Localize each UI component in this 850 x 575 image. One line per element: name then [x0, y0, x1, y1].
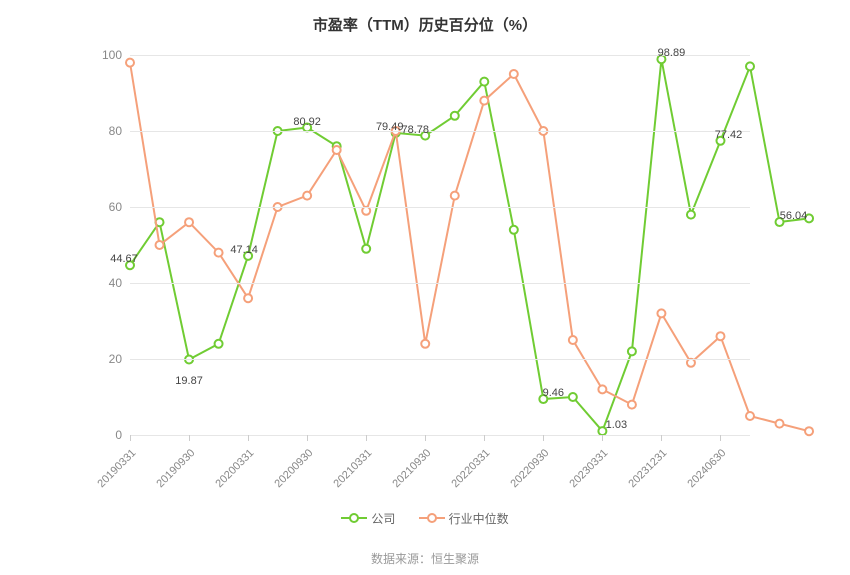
- x-axis-label: 20230331: [568, 447, 611, 490]
- y-axis-label: 40: [90, 276, 122, 290]
- marker-industry_median: [746, 412, 754, 420]
- marker-industry_median: [362, 207, 370, 215]
- y-axis-label: 80: [90, 124, 122, 138]
- marker-industry_median: [510, 70, 518, 78]
- data-label: 77.42: [715, 129, 743, 141]
- marker-industry_median: [628, 401, 636, 409]
- marker-industry_median: [480, 97, 488, 105]
- marker-company: [362, 245, 370, 253]
- y-axis-label: 100: [90, 48, 122, 62]
- y-axis-label: 20: [90, 352, 122, 366]
- marker-industry_median: [215, 249, 223, 257]
- marker-company: [687, 211, 695, 219]
- legend-label-company: 公司: [371, 512, 395, 526]
- data-label: 78.78: [401, 124, 429, 136]
- data-source: 数据来源：恒生聚源: [0, 550, 850, 567]
- marker-company: [569, 393, 577, 401]
- legend-label-industry: 行业中位数: [449, 512, 509, 526]
- data-label: 19.87: [175, 375, 203, 387]
- y-axis-label: 0: [90, 428, 122, 442]
- legend-swatch-company: [341, 512, 367, 527]
- legend-swatch-industry: [419, 512, 445, 527]
- plot-area: 0204060801002019033120190930202003312020…: [130, 55, 750, 435]
- x-tick: [543, 435, 544, 441]
- data-label: 80.92: [293, 116, 321, 128]
- x-axis-label: 20190331: [95, 447, 138, 490]
- data-label: 47.14: [230, 244, 258, 256]
- marker-industry_median: [421, 340, 429, 348]
- marker-industry_median: [716, 332, 724, 340]
- x-tick: [720, 435, 721, 441]
- x-tick: [307, 435, 308, 441]
- marker-industry_median: [776, 420, 784, 428]
- marker-industry_median: [303, 192, 311, 200]
- x-axis-label: 20210930: [391, 447, 434, 490]
- marker-industry_median: [569, 336, 577, 344]
- data-label: 1.03: [606, 419, 627, 431]
- marker-company: [480, 78, 488, 86]
- grid-line: [130, 359, 750, 360]
- x-tick: [189, 435, 190, 441]
- marker-company: [628, 347, 636, 355]
- chart-title: 市盈率（TTM）历史百分位（%）: [0, 0, 850, 35]
- x-axis-label: 20220930: [509, 447, 552, 490]
- x-axis-label: 20200331: [213, 447, 256, 490]
- chart-container: 市盈率（TTM）历史百分位（%） 02040608010020190331201…: [0, 0, 850, 575]
- marker-industry_median: [451, 192, 459, 200]
- grid-line: [130, 283, 750, 284]
- source-prefix: 数据来源：: [371, 552, 431, 566]
- marker-industry_median: [333, 146, 341, 154]
- marker-industry_median: [244, 294, 252, 302]
- legend-item-industry: 行业中位数: [419, 510, 509, 527]
- x-axis-label: 20220331: [450, 447, 493, 490]
- data-label: 9.46: [543, 387, 564, 399]
- marker-industry_median: [805, 427, 813, 435]
- marker-company: [215, 340, 223, 348]
- marker-industry_median: [598, 385, 606, 393]
- x-axis-label: 20200930: [273, 447, 316, 490]
- data-label: 44.67: [110, 253, 138, 265]
- x-tick: [130, 435, 131, 441]
- chart-svg: [130, 55, 750, 435]
- data-label: 98.89: [658, 47, 686, 59]
- x-axis-label: 20240630: [686, 447, 729, 490]
- x-axis-label: 20210331: [332, 447, 375, 490]
- marker-company: [746, 62, 754, 70]
- marker-company: [510, 226, 518, 234]
- source-value: 恒生聚源: [431, 552, 479, 566]
- x-axis-label: 20190930: [154, 447, 197, 490]
- grid-line: [130, 435, 750, 436]
- x-tick: [602, 435, 603, 441]
- legend: 公司 行业中位数: [0, 510, 850, 527]
- x-tick: [366, 435, 367, 441]
- marker-industry_median: [156, 241, 164, 249]
- legend-item-company: 公司: [341, 510, 395, 527]
- marker-industry_median: [657, 309, 665, 317]
- x-tick: [425, 435, 426, 441]
- x-tick: [248, 435, 249, 441]
- marker-industry_median: [185, 218, 193, 226]
- grid-line: [130, 131, 750, 132]
- grid-line: [130, 207, 750, 208]
- marker-industry_median: [126, 59, 134, 67]
- x-tick: [661, 435, 662, 441]
- x-axis-label: 20231231: [627, 447, 670, 490]
- data-label: 79.49: [376, 121, 404, 133]
- marker-company: [451, 112, 459, 120]
- y-axis-label: 60: [90, 200, 122, 214]
- x-tick: [484, 435, 485, 441]
- marker-industry_median: [687, 359, 695, 367]
- data-label: 56.04: [780, 210, 808, 222]
